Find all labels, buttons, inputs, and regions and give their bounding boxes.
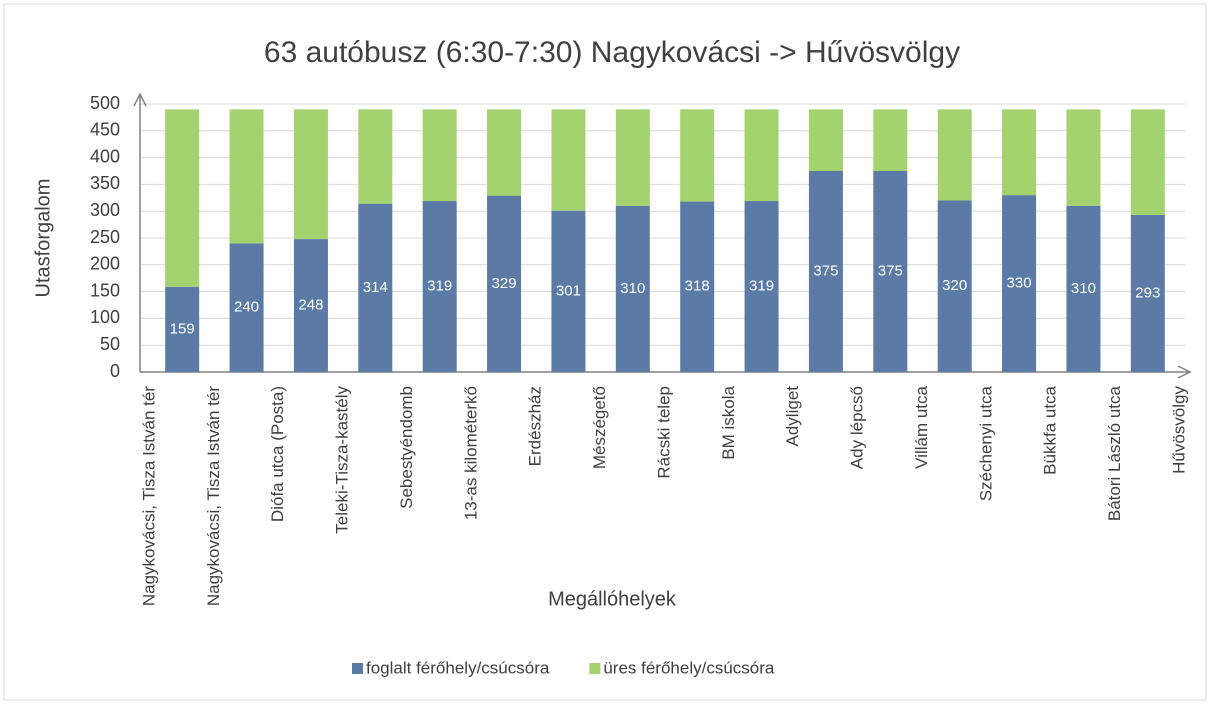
bar-segment bbox=[1066, 205, 1101, 372]
x-tick-label: Villám utca bbox=[912, 385, 931, 468]
axis-arrow-head bbox=[133, 92, 147, 107]
data-label: 240 bbox=[234, 299, 259, 316]
y-axis-label: Utasforgalom bbox=[32, 179, 54, 298]
bar-segment bbox=[1130, 109, 1165, 215]
x-tick-label: Hűvösvölgy bbox=[1169, 386, 1188, 474]
bar-segment bbox=[551, 109, 586, 211]
bar-segment bbox=[358, 109, 393, 204]
bar-segment bbox=[744, 201, 779, 372]
bar-segment bbox=[1130, 214, 1165, 372]
data-label: 310 bbox=[620, 280, 645, 297]
bar-segment bbox=[1066, 109, 1101, 206]
data-label: 330 bbox=[1007, 275, 1032, 292]
chart-title: 63 autóbusz (6:30-7:30) Nagykovácsi -> H… bbox=[264, 36, 960, 69]
y-tick-label: 300 bbox=[90, 200, 120, 220]
legend-label: foglalt férőhely/csúcsóra bbox=[366, 658, 550, 677]
x-tick-label: 13-as kilométerkő bbox=[461, 386, 480, 520]
bar-segment bbox=[808, 109, 843, 171]
bar-segment bbox=[551, 210, 586, 372]
bar-segment bbox=[680, 109, 715, 202]
x-tick-label: Sebestyéndomb bbox=[397, 386, 416, 509]
x-tick-label: Rácski telep bbox=[654, 386, 673, 479]
x-tick-label: Bátori László utca bbox=[1105, 385, 1124, 521]
bar-segment bbox=[937, 109, 972, 201]
axis-arrow-head bbox=[1177, 365, 1192, 379]
data-label: 319 bbox=[749, 277, 774, 294]
data-label: 375 bbox=[878, 262, 903, 279]
x-axis-label: Megállóhelyek bbox=[548, 588, 677, 610]
bar-segment bbox=[1002, 109, 1037, 196]
data-label: 314 bbox=[363, 279, 388, 296]
legend-swatch bbox=[589, 663, 601, 674]
bar-segment bbox=[229, 243, 264, 372]
bar-segment bbox=[744, 109, 779, 202]
bar-segment bbox=[229, 109, 264, 244]
x-tick-label: Erdészház bbox=[526, 386, 545, 466]
bar-segment bbox=[422, 201, 457, 372]
data-label: 159 bbox=[170, 320, 195, 337]
legend-label: üres férőhely/csúcsóra bbox=[603, 658, 775, 677]
data-label: 248 bbox=[298, 297, 323, 314]
y-tick-label: 450 bbox=[90, 120, 120, 140]
bar-segment bbox=[873, 109, 908, 171]
bar-segment bbox=[937, 200, 972, 372]
x-tick-label: Nagykovácsi, Tisza István tér bbox=[204, 386, 223, 606]
data-label: 310 bbox=[1071, 280, 1096, 297]
bar-segment bbox=[487, 109, 522, 196]
bar-segment bbox=[487, 195, 522, 372]
x-tick-label: Adyliget bbox=[783, 386, 802, 447]
bar-segment bbox=[293, 239, 328, 372]
data-label: 320 bbox=[942, 277, 967, 294]
y-tick-label: 100 bbox=[90, 307, 120, 327]
y-tick-label: 0 bbox=[110, 361, 120, 381]
y-tick-label: 250 bbox=[90, 227, 120, 247]
x-tick-label: Diófa utca (Posta) bbox=[268, 386, 287, 522]
bar-segment bbox=[165, 286, 200, 372]
bar-segment bbox=[680, 201, 715, 372]
x-tick-label: Teleki-Tisza-kastély bbox=[333, 386, 352, 534]
bar-segment bbox=[1002, 195, 1037, 372]
x-tick-label: Széchenyi utca bbox=[976, 385, 995, 501]
bar-segment bbox=[422, 109, 457, 202]
x-tick-label: Mészégető bbox=[590, 386, 609, 469]
y-tick-label: 200 bbox=[90, 254, 120, 274]
data-label: 293 bbox=[1135, 284, 1160, 301]
x-tick-label: BM iskola bbox=[719, 385, 738, 459]
bar-segment bbox=[293, 109, 328, 240]
data-label: 319 bbox=[427, 277, 452, 294]
y-tick-label: 50 bbox=[100, 334, 120, 354]
legend-swatch bbox=[352, 663, 363, 674]
x-tick-label: Bükkfa utca bbox=[1041, 385, 1060, 474]
y-tick-label: 500 bbox=[90, 93, 120, 113]
y-tick-label: 350 bbox=[90, 173, 120, 193]
bar-segment bbox=[165, 109, 200, 287]
x-tick-label: Nagykovácsi, Tisza István tér bbox=[139, 386, 158, 606]
y-tick-label: 150 bbox=[90, 280, 120, 300]
x-tick-label: Ady lépcső bbox=[848, 386, 867, 469]
bar-segment bbox=[808, 171, 843, 372]
data-label: 375 bbox=[813, 262, 838, 279]
data-label: 318 bbox=[685, 278, 710, 295]
data-label: 301 bbox=[556, 282, 581, 299]
data-label: 329 bbox=[492, 275, 517, 292]
bar-segment bbox=[615, 109, 650, 206]
bar-segment bbox=[358, 203, 393, 372]
bar-segment bbox=[873, 171, 908, 372]
y-tick-label: 400 bbox=[90, 146, 120, 166]
bar-segment bbox=[615, 205, 650, 372]
